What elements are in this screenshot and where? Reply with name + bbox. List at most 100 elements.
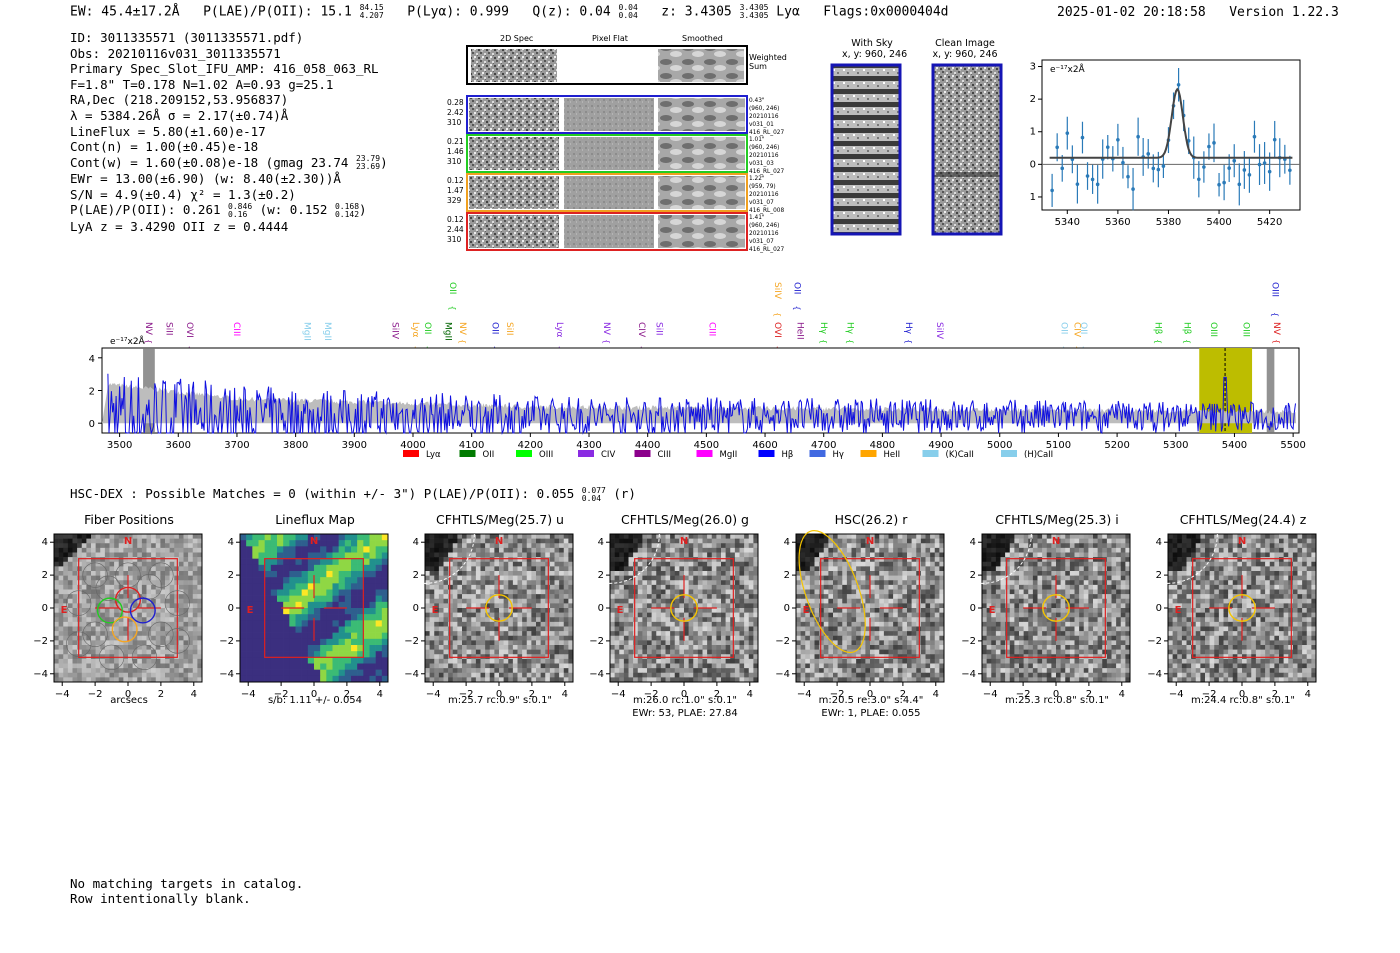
line-fit-point <box>1288 155 1292 185</box>
image-xtick-label: −2 <box>88 689 103 700</box>
header-qz-lo: 0.04 <box>618 11 638 20</box>
image-xtick-label: 0 <box>681 689 687 700</box>
imaging-panel-caption: m:25.7 rc:0.9" s:0.1" <box>447 695 553 706</box>
spectrum-line-bracket: { <box>845 339 854 344</box>
info-plae-w-hi: 0.168 <box>334 201 360 211</box>
line-fit-point <box>1267 152 1272 191</box>
with-sky-image <box>830 63 902 236</box>
image-xtick-label: −4 <box>611 689 626 700</box>
spectrum-line-label: SiII <box>164 322 174 336</box>
image-xtick-label: −4 <box>55 689 70 700</box>
line-fit-point <box>1202 151 1206 183</box>
imaging-pixels <box>425 534 574 683</box>
spectrum-line-label: Hγ <box>844 322 854 335</box>
image-xtick-label: 0 <box>125 689 131 700</box>
image-ytick-label: 0 <box>413 603 419 614</box>
cutout-right-value: 416_RL_027 <box>749 130 784 136</box>
info-plae-w-lo: 0.142 <box>334 209 360 219</box>
east-marker: E <box>803 605 810 616</box>
aperture-box <box>449 558 549 658</box>
line-fit-ytick-label: −1 <box>1030 192 1036 203</box>
imaging-panel-caption: arcsecs <box>110 695 148 706</box>
spectrum-xtick-label: 3900 <box>342 440 367 451</box>
line-fit-point <box>1131 167 1135 211</box>
full-spectrum-chart: NV {SiII {OVI {CIII {MgII {MgII {SiIV {Lyα {OII {… <box>89 282 1306 460</box>
spectrum-line-bracket: { <box>1272 339 1281 344</box>
line-fit-point <box>1161 154 1166 179</box>
image-ytick-label: −2 <box>219 636 234 647</box>
cutout-smoothed <box>658 137 745 170</box>
east-marker: E <box>61 605 68 616</box>
image-xtick-label: −4 <box>1169 689 1184 700</box>
header-plae-lo: 4.207 <box>359 11 384 20</box>
cutout-left-value: 2.44 <box>447 225 464 234</box>
bright-source-circle <box>952 530 1032 584</box>
cutout-right-value: v031_07 <box>749 239 774 245</box>
fiber-circle <box>98 644 125 670</box>
cutout-right-value: 1.41" <box>749 215 765 221</box>
spectrum-legend-item: Lyα <box>403 450 441 460</box>
hsc-ellipse <box>798 530 866 654</box>
imaging-pixels <box>1168 534 1317 683</box>
fiber-circle <box>82 621 108 647</box>
header-flags: Flags:0x0000404d <box>823 4 949 20</box>
spectrum-line-bracket: { <box>904 339 913 344</box>
line-fit-point <box>1217 173 1221 197</box>
info-primary: Primary Spec_Slot_IFU_AMP: 416_058_063_R… <box>70 61 379 77</box>
info-contw-hi: 23.79 <box>355 154 381 164</box>
line-fit-chart: e⁻¹⁷x2Å 5340 5360 5380 5400 5420 3 2 1 0 −1 <box>1030 59 1301 228</box>
spectrum-line-label: OIII <box>1208 322 1218 337</box>
spectrum-line-label: OII <box>447 282 457 294</box>
info-lambda: λ = 5384.26Å σ = 2.17(±0.74)Å <box>70 107 289 123</box>
sky-clean-images <box>830 63 1003 236</box>
line-fit-point <box>1080 121 1085 154</box>
line-fit-point <box>1212 123 1216 163</box>
cutout-left-value: 329 <box>447 196 462 205</box>
spectrum-ytick-label: 2 <box>89 387 95 398</box>
aperture-box <box>78 558 178 658</box>
fiber-circle <box>66 631 92 657</box>
fiber-circle <box>148 621 174 647</box>
header-ew: EW: 45.4±17.2Å <box>70 4 180 20</box>
imaging-panel-plot: N E −4 −2 0 2 4 4 2 0 −2 −4 <box>775 530 945 700</box>
hsc-dex-text: HSC-DEX : Possible Matches = 0 (within +… <box>70 486 575 501</box>
spectrum-legend-label: CIV <box>601 450 615 460</box>
cutout-left-value: 0.28 <box>447 98 464 107</box>
with-sky-title: With Sky <box>851 38 893 49</box>
image-ytick-label: −4 <box>961 669 976 680</box>
aperture-circle <box>485 594 513 622</box>
image-xtick-label: 2 <box>1086 689 1092 700</box>
image-xtick-label: −4 <box>241 689 256 700</box>
spectrum-line-bracket: { <box>144 339 153 344</box>
imaging-pixels <box>240 534 389 683</box>
north-marker: N <box>1238 536 1246 547</box>
line-fit-point <box>1060 155 1065 182</box>
line-fit-ytick-label: 1 <box>1030 127 1036 138</box>
spectrum-legend-label: (K)CaII <box>946 450 974 460</box>
spectrum-line-label: NV <box>143 322 153 336</box>
spectrum-unit: e⁻¹⁷x2Å <box>110 335 146 347</box>
cutout-right-value: (960, 246) <box>749 106 779 112</box>
clean-image <box>931 63 1003 236</box>
header-plya: P(Lyα): 0.999 <box>407 4 509 20</box>
spectrum-line-label: SiII <box>504 322 514 336</box>
cutout-right-value: 20210116 <box>749 231 779 237</box>
image-ytick-label: 0 <box>598 603 604 614</box>
with-sky-xy: x, y: 960, 246 <box>842 49 908 60</box>
spectrum-xtick-label: 3700 <box>224 440 249 451</box>
image-ytick-label: −2 <box>775 636 790 647</box>
header-plae: P(LAE)/P(OII): 15.1 <box>203 4 352 20</box>
spectrum-line-label: CIV <box>1071 322 1081 338</box>
aperture-circle <box>670 594 698 622</box>
header-z-line: Lyα <box>776 4 800 20</box>
spectrum-legend-label: Hγ <box>833 450 844 460</box>
spectrum-line-label: SiIV <box>390 322 400 340</box>
spectrum-legend-item: Hβ <box>758 450 793 460</box>
header-qz-hi: 0.04 <box>618 3 638 12</box>
spectrum-line-label: OVI <box>184 322 194 338</box>
spectrum-line-label: SiII <box>654 322 664 336</box>
cutout-left-value: 310 <box>447 118 462 127</box>
spectrum-line-label: OVI <box>772 322 782 338</box>
east-marker: E <box>432 605 439 616</box>
spectrum-legend-label: HeII <box>884 450 901 460</box>
